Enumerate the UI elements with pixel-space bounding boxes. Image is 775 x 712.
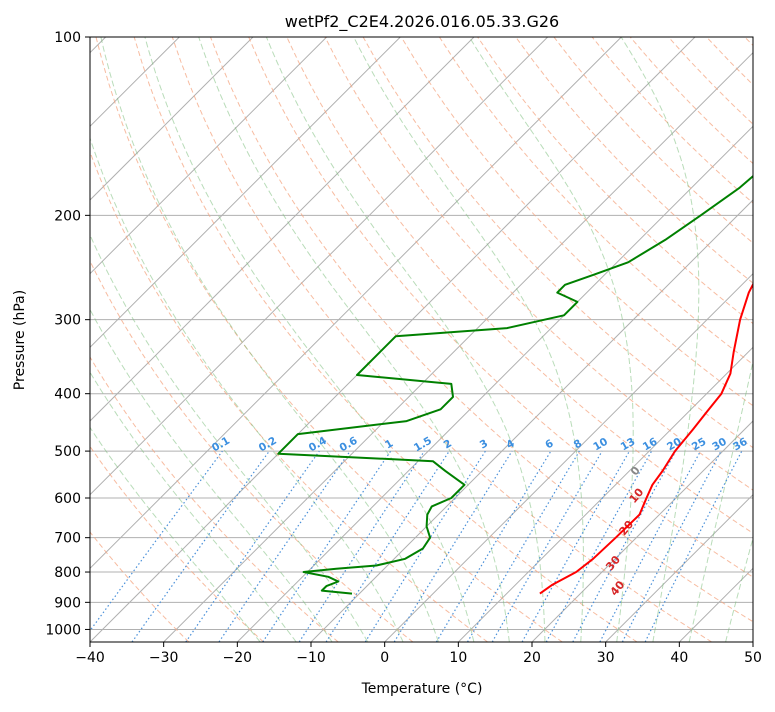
moist-adiabat-label: 0 — [628, 464, 643, 478]
mixing-ratio-line — [600, 451, 701, 642]
y-tick-label: 500 — [54, 444, 81, 460]
dry-adiabat — [0, 37, 338, 642]
y-tick-label: 200 — [54, 208, 81, 224]
series-layer — [278, 37, 775, 594]
x-tick-label: 50 — [744, 650, 762, 666]
mixing-ratio-label: 6 — [543, 437, 555, 451]
moist-adiabat-label: 30 — [603, 553, 623, 573]
dry-adiabat — [58, 37, 488, 642]
isotherm-gridline — [164, 37, 769, 642]
mixing-ratio-line — [622, 451, 721, 642]
moist-adiabat — [4, 37, 332, 642]
dry-adiabat — [172, 37, 711, 642]
isotherm-gridline — [532, 37, 775, 642]
grid-layer — [0, 37, 775, 642]
mixing-ratio-label: 1 — [383, 437, 395, 451]
mixing-ratio-line — [573, 451, 676, 642]
moist-adiabat — [64, 37, 403, 642]
y-axis: 1000 900 800 700 600 500 400 300 200 100 — [45, 30, 90, 638]
x-axis: −40 −30 −20 −10 0 10 20 30 40 50 — [75, 642, 762, 666]
moist-adiabat — [101, 37, 439, 642]
y-tick-label: 300 — [54, 313, 81, 329]
isotherm-gridline — [753, 37, 775, 642]
x-tick-label: −20 — [223, 650, 253, 666]
chart-title: wetPf2_C2E4.2026.016.05.33.G26 — [285, 12, 559, 32]
dry-adiabat — [363, 37, 775, 642]
dry-adiabat — [20, 37, 413, 642]
y-tick-label: 600 — [54, 491, 81, 507]
isotherm-gridline — [16, 37, 621, 642]
y-tick-label: 1000 — [45, 622, 81, 638]
mixing-ratio-line — [82, 451, 223, 642]
x-tick-label: −40 — [75, 650, 105, 666]
dry-adiabats-layer — [0, 37, 775, 642]
moist-adiabat — [689, 37, 775, 642]
mixing-ratio-line — [263, 451, 391, 642]
x-axis-label: Temperature (°C) — [361, 681, 483, 697]
isotherm-gridline — [385, 37, 775, 642]
dry-adiabat — [134, 37, 637, 642]
x-tick-label: −10 — [296, 650, 326, 666]
plot-area: -100-90-80-70-60-50-40-30-20-10010203040… — [0, 37, 775, 642]
isotherm-gridline — [0, 37, 400, 642]
mixing-ratio-label: 2 — [442, 437, 454, 451]
moist-adiabat — [32, 37, 367, 642]
dry-adiabat — [0, 37, 189, 642]
y-tick-label: 100 — [54, 30, 81, 46]
x-tick-label: 40 — [670, 650, 688, 666]
moist-adiabat-label: 40 — [608, 578, 628, 598]
y-tick-label: 800 — [54, 565, 81, 581]
moist-adiabat — [0, 37, 260, 642]
mixing-ratio-line — [299, 451, 424, 642]
moist-adiabat — [469, 37, 633, 642]
y-tick-label: 900 — [54, 595, 81, 611]
x-tick-label: 10 — [449, 650, 467, 666]
dry-adiabat — [668, 37, 775, 642]
moist-adiabat — [726, 37, 775, 642]
mixing-ratio-layer — [82, 451, 742, 642]
y-axis-label: Pressure (hPa) — [12, 290, 28, 390]
x-tick-label: 0 — [380, 650, 389, 666]
isotherm-gridline — [458, 37, 775, 642]
dry-adiabat — [707, 37, 775, 642]
y-tick-label: 400 — [54, 387, 81, 403]
x-tick-label: 20 — [523, 650, 541, 666]
mixing-ratio-line — [219, 451, 350, 642]
isotherm-gridline — [237, 37, 775, 642]
mixing-ratio-line — [436, 451, 551, 642]
dry-adiabat — [0, 37, 264, 642]
dry-adiabat — [478, 37, 775, 642]
isotherm-gridline — [0, 37, 327, 642]
dry-adiabat — [592, 37, 775, 642]
isotherm-gridline — [311, 37, 775, 642]
dry-adiabat — [554, 37, 775, 642]
x-tick-label: −30 — [149, 650, 179, 666]
temperature-profile-line — [540, 37, 775, 594]
isotherm-gridline — [0, 37, 253, 642]
mixing-ratio-label: 4 — [504, 437, 516, 451]
dewpoint-profile-line — [278, 37, 775, 594]
x-tick-label: 30 — [597, 650, 615, 666]
background-labels-layer: -100-90-80-70-60-50-40-30-20-10010203040… — [0, 44, 750, 598]
mixing-ratio-label: 3 — [478, 437, 490, 451]
isotherm-gridline — [679, 37, 775, 642]
y-tick-label: 700 — [54, 531, 81, 547]
moist-adiabats-layer — [0, 37, 775, 642]
isotherm-gridline — [0, 37, 474, 642]
mixing-ratio-line — [326, 451, 449, 642]
mixing-ratio-line — [546, 451, 651, 642]
